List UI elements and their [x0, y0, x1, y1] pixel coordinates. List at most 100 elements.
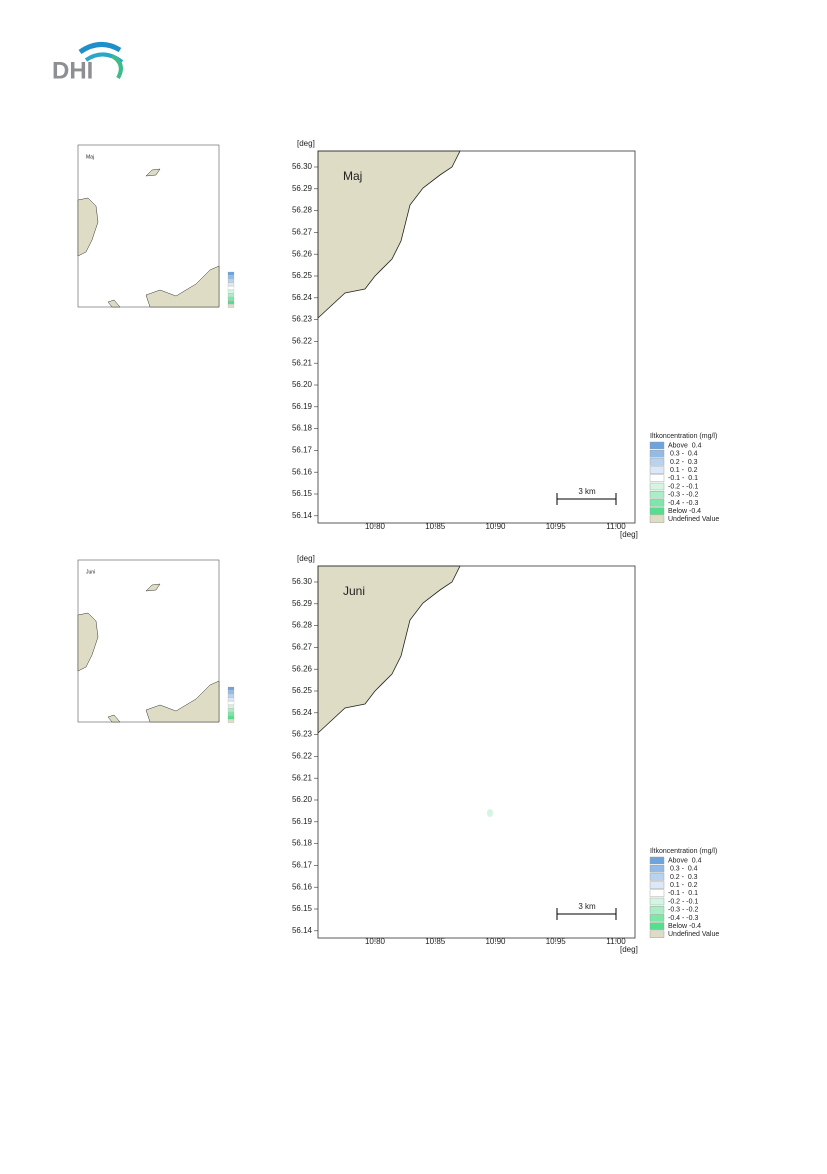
legend-label: 0.2 - 0.3	[668, 874, 698, 881]
y-tick-label: 56.16	[292, 467, 313, 476]
thumbnail-legend-swatch	[227, 293, 235, 297]
logo-text: DHI	[52, 57, 93, 84]
legend-swatch	[649, 482, 665, 491]
legend-label: Above 0.4	[668, 857, 702, 864]
legend-swatch	[649, 881, 665, 889]
map-label: Maj	[343, 169, 362, 183]
y-tick-label: 56.21	[292, 773, 313, 782]
y-unit: [deg]	[297, 139, 315, 148]
thumbnail-legend-swatch	[227, 686, 235, 691]
y-tick-label: 56.27	[292, 643, 313, 652]
x-tick-label: 10.85	[425, 522, 446, 531]
y-tick-label: 56.23	[292, 730, 313, 739]
legend-swatch	[649, 491, 665, 499]
legend-swatch	[649, 865, 665, 873]
map-label: Juni	[343, 584, 365, 598]
y-tick-label: 56.22	[292, 752, 313, 761]
thumbnail-land	[145, 583, 161, 592]
y-tick-label: 56.29	[292, 184, 313, 193]
thumbnail-legend-swatch	[227, 719, 235, 723]
thumbnail-land	[107, 714, 121, 723]
x-tick-label: 11.00	[606, 937, 626, 946]
map-panel: Maj Maj [deg] [deg] 56.30 56.29 56.28 56.27 56.2…	[77, 139, 719, 539]
x-tick-label: 10.85	[425, 937, 446, 946]
legend-label: 0.3 - 0.4	[668, 866, 698, 873]
y-tick-label: 56.20	[292, 795, 313, 804]
legend-swatch	[649, 873, 665, 881]
thumbnail-legend-swatch	[227, 279, 235, 283]
y-tick-label: 56.15	[292, 904, 313, 913]
y-tick-label: 56.21	[292, 358, 313, 367]
y-tick-label: 56.15	[292, 489, 313, 498]
legend-label: -0.4 - -0.3	[668, 915, 698, 922]
legend-swatch	[649, 930, 665, 938]
x-tick-label: 10.80	[365, 937, 386, 946]
thumbnail-legend-swatch	[227, 275, 235, 279]
thumbnail-legend-swatch	[227, 286, 235, 290]
legend-swatch	[649, 450, 665, 458]
legend-label: Below -0.4	[668, 923, 701, 930]
legend-title: Iltkoncentration (mg/l)	[650, 433, 717, 440]
y-tick-label: 56.18	[292, 424, 313, 433]
legend-label: -0.3 - -0.2	[668, 907, 698, 914]
x-tick-label: 10.90	[485, 522, 506, 531]
y-tick-label: 56.14	[292, 511, 313, 520]
thumbnail-legend-swatch	[227, 715, 235, 720]
legend-label: -0.4 - -0.3	[668, 500, 698, 507]
y-tick-label: 56.18	[292, 839, 313, 848]
y-unit: [deg]	[297, 554, 315, 563]
legend-swatch	[649, 441, 665, 450]
legend-label: -0.3 - -0.2	[668, 492, 698, 499]
y-tick-label: 56.25	[292, 271, 313, 280]
scale-bar	[556, 493, 617, 505]
x-unit: [deg]	[620, 530, 638, 539]
legend-swatch	[649, 474, 665, 482]
y-tick-label: 56.30	[292, 162, 313, 171]
thumbnail-legend-swatch	[227, 712, 235, 716]
thumbnail-land	[145, 168, 161, 177]
y-tick-label: 56.27	[292, 228, 313, 237]
y-tick-label: 56.28	[292, 621, 313, 630]
thumbnail-legend-swatch	[227, 304, 235, 308]
thumbnail-legend-swatch	[227, 690, 235, 694]
legend-swatch	[649, 515, 665, 523]
legend-swatch	[649, 922, 665, 930]
y-tick-label: 56.22	[292, 337, 313, 346]
scale-bar-label: 3 km	[578, 487, 596, 496]
legend-label: -0.2 - -0.1	[668, 483, 698, 490]
x-tick-label: 10.90	[485, 937, 506, 946]
x-tick-label: 10.95	[546, 522, 567, 531]
thumbnail-land	[145, 265, 220, 308]
y-tick-label: 56.14	[292, 926, 313, 935]
legend-swatch	[649, 466, 665, 474]
thumbnail-legend-swatch	[227, 701, 235, 705]
legend-label: 0.1 - 0.2	[668, 467, 698, 474]
y-tick-label: 56.19	[292, 402, 313, 411]
y-tick-label: 56.26	[292, 249, 313, 258]
legend-swatch	[649, 889, 665, 897]
legend-swatch	[649, 897, 665, 906]
legend-label: Undefined Value	[668, 931, 719, 938]
thumbnail-legend-swatch	[227, 289, 235, 294]
legend-label: 0.2 - 0.3	[668, 459, 698, 466]
legend-label: -0.1 - 0.1	[668, 890, 698, 897]
legend-label: 0.3 - 0.4	[668, 451, 698, 458]
legend-label: -0.1 - 0.1	[668, 475, 698, 482]
thumbnail-label: Maj	[86, 154, 94, 160]
map-border	[317, 565, 636, 939]
x-tick-label: 10.80	[365, 522, 386, 531]
thumbnail-legend-swatch	[227, 271, 235, 276]
y-tick-label: 56.19	[292, 817, 313, 826]
thumbnail-land	[77, 612, 99, 672]
legend-swatch	[649, 499, 665, 507]
concentration-patch	[487, 809, 493, 817]
thumbnail-legend-swatch	[227, 697, 235, 702]
legend-title: Iltkoncentration (mg/l)	[650, 848, 717, 855]
legend-label: -0.2 - -0.1	[668, 898, 698, 905]
scale-bar-label: 3 km	[578, 902, 596, 911]
thumbnail-legend-swatch	[227, 282, 235, 287]
legend-label: Undefined Value	[668, 516, 719, 523]
x-unit: [deg]	[620, 945, 638, 954]
